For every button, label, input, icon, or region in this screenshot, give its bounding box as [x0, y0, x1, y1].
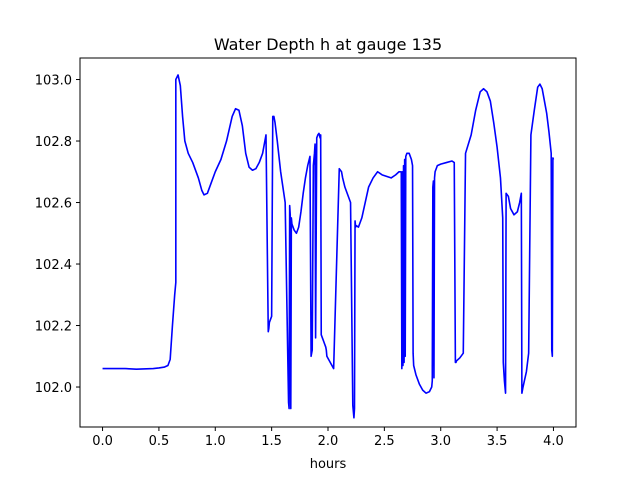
- y-tick-label: 102.0: [35, 381, 72, 396]
- x-tick-label: 1.5: [261, 434, 282, 449]
- x-tick-label: 2.5: [374, 434, 395, 449]
- y-tick-label: 102.8: [35, 135, 72, 150]
- x-tick-label: 4.0: [543, 434, 564, 449]
- plot-frame: [79, 57, 577, 428]
- series-layer: [102, 74, 555, 419]
- x-tick-label: 3.0: [430, 434, 451, 449]
- series-line: [102, 74, 555, 419]
- x-tick-label: 3.5: [487, 434, 508, 449]
- y-tick-label: 102.4: [35, 258, 72, 273]
- x-axis: 0.0 0.5 1.0 1.5 2.0 2.5 3.0 3.5 4.0: [92, 427, 564, 449]
- y-tick-label: 102.6: [35, 197, 72, 212]
- x-tick-label: 2.0: [318, 434, 339, 449]
- x-axis-label: hours: [310, 457, 347, 472]
- y-axis: 102.0 102.2 102.4 102.6 102.8 103.0: [35, 74, 80, 396]
- y-tick-label: 102.2: [35, 320, 72, 335]
- x-tick-label: 0.5: [149, 434, 170, 449]
- chart-title: Water Depth h at gauge 135: [214, 35, 442, 54]
- plot-area: [79, 57, 577, 428]
- x-tick-label: 0.0: [92, 434, 113, 449]
- x-tick-label: 1.0: [205, 434, 226, 449]
- y-tick-label: 103.0: [35, 74, 72, 89]
